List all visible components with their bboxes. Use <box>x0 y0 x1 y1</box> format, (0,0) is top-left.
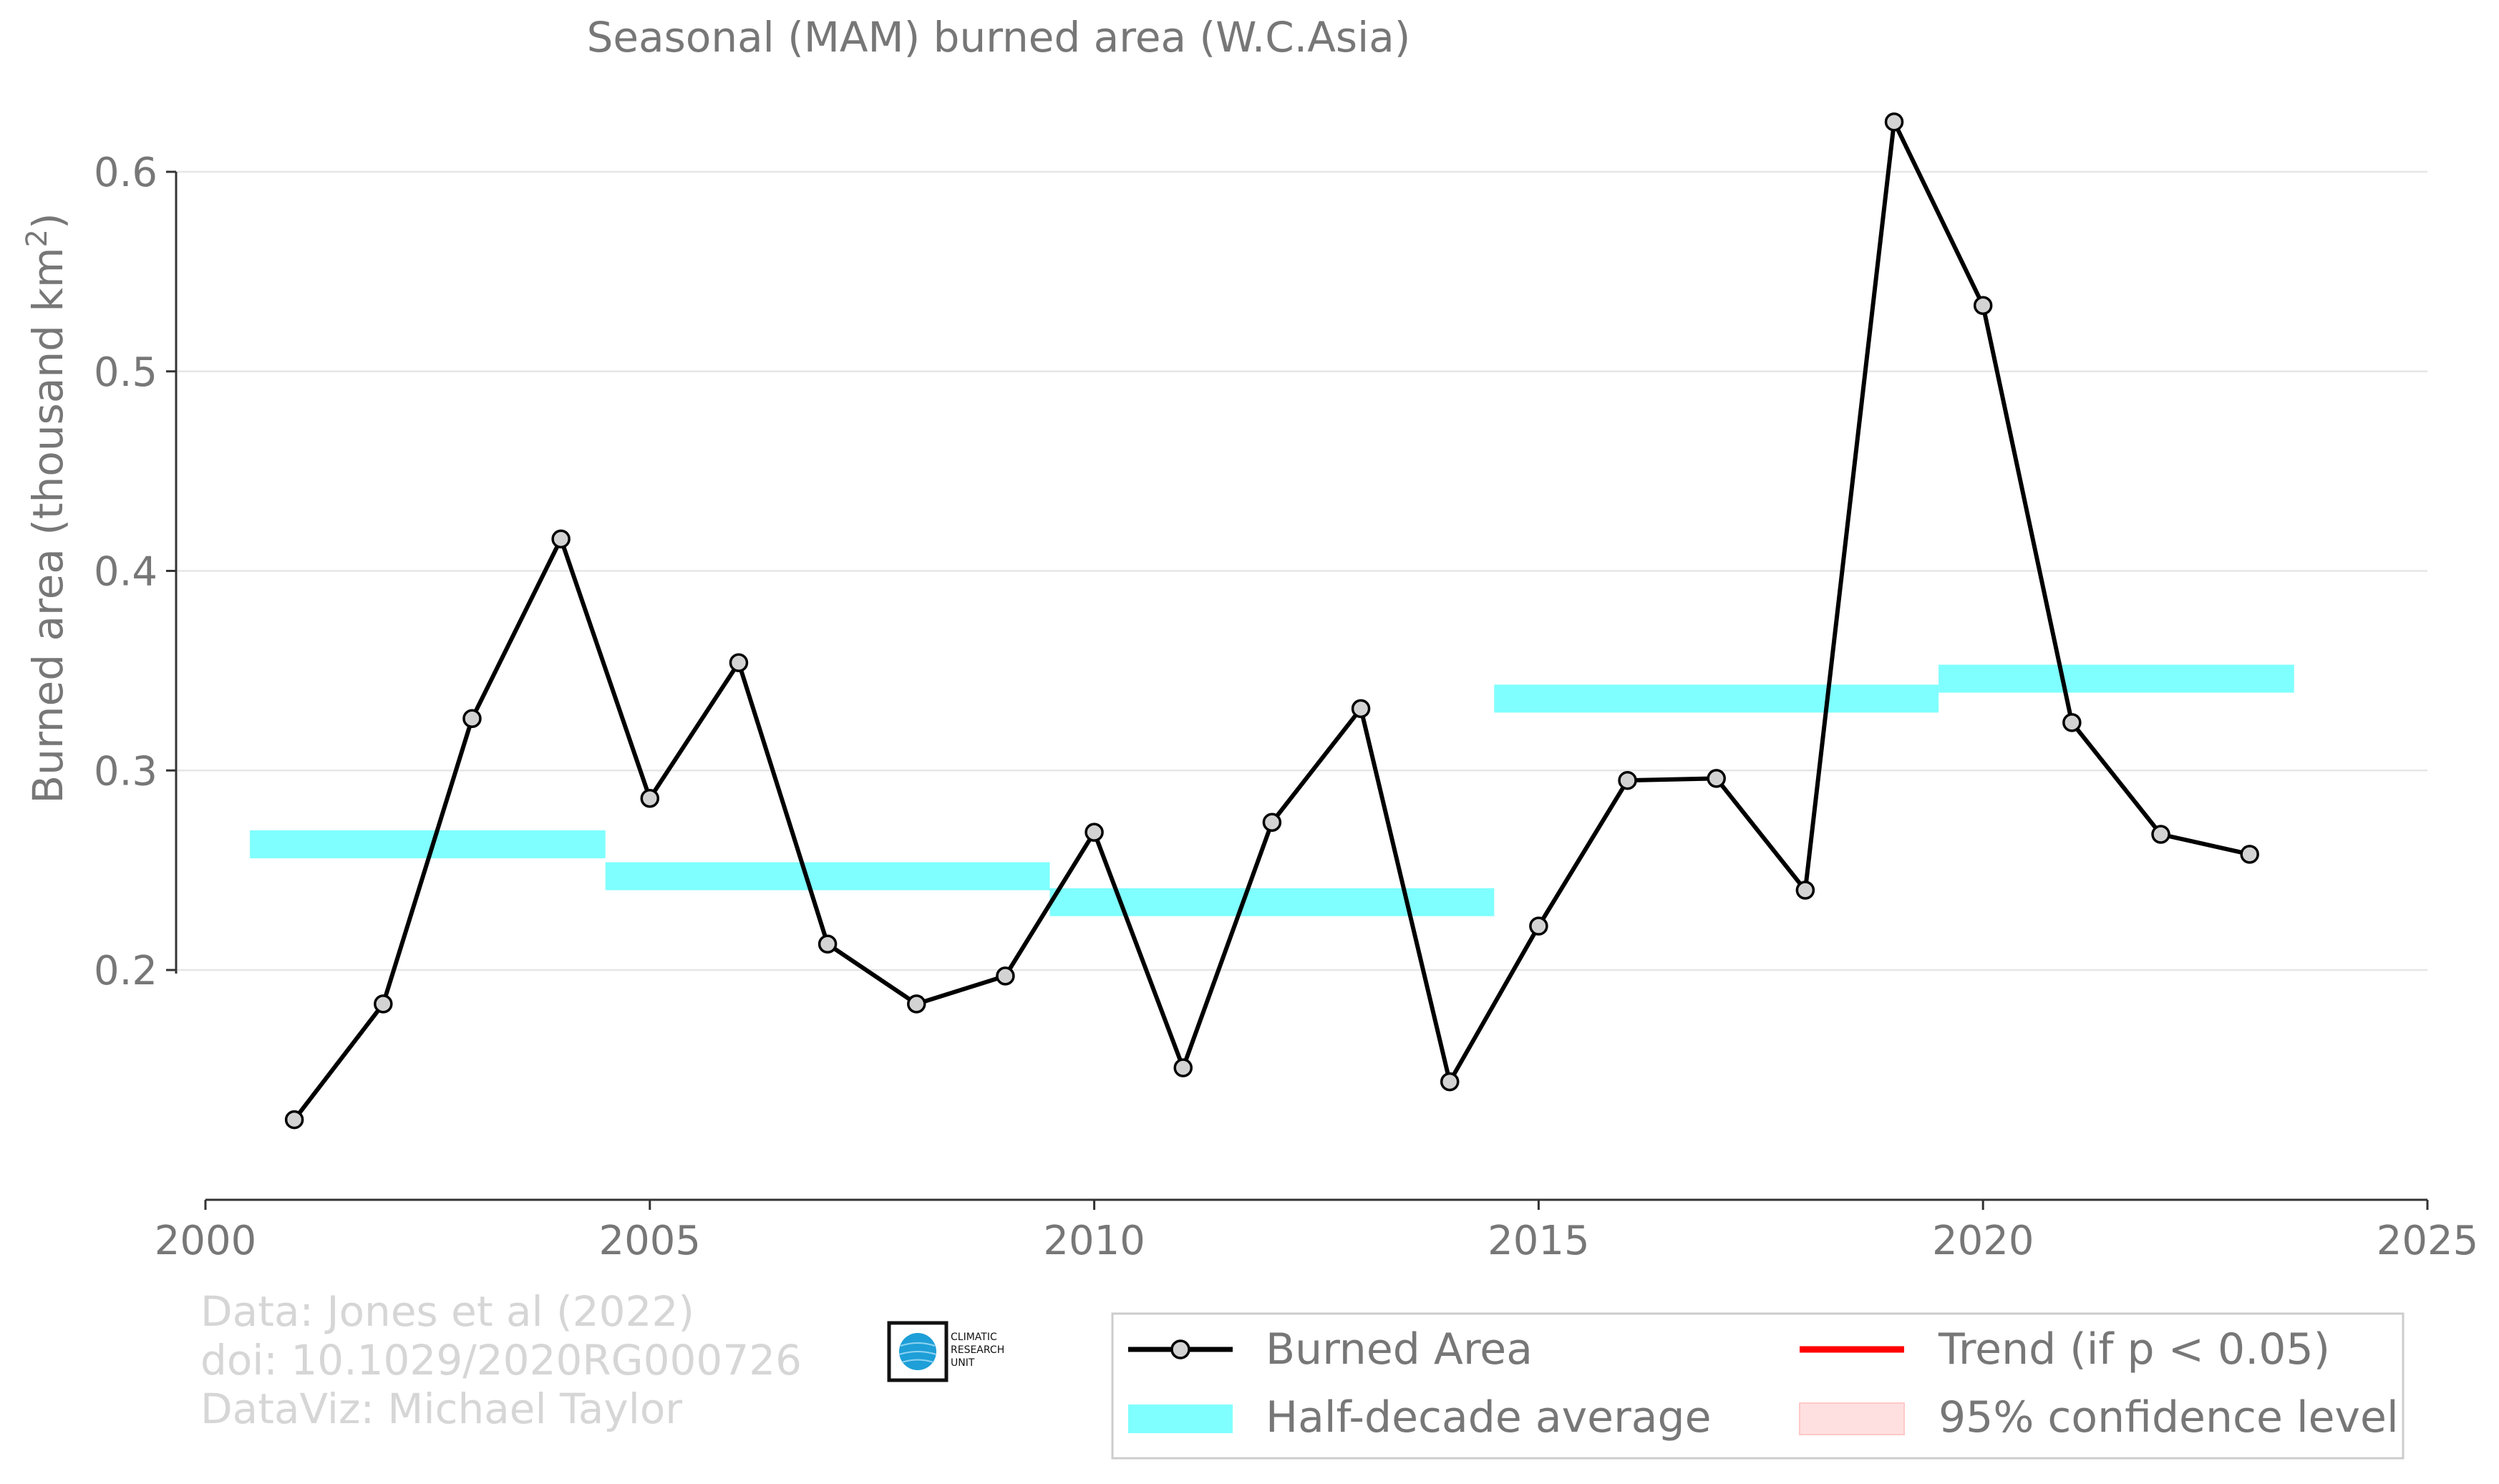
half-decade-band <box>1938 664 2294 693</box>
burned-area-point <box>907 994 926 1014</box>
half-decade-band <box>250 830 606 858</box>
y-tick-label: 0.6 <box>94 150 157 196</box>
y-ticks: 0.2 0.3 0.4 0.5 0.6 <box>94 150 176 994</box>
credits: Data: Jones et al (2022) doi: 10.1029/20… <box>200 1287 802 1433</box>
x-tick-label: 2020 <box>1932 1218 2034 1264</box>
cru-globe-lines <box>898 1342 937 1363</box>
half-decade-band <box>605 862 1050 891</box>
cru-logo-line3: UNIT <box>951 1357 975 1369</box>
x-tick-label: 2010 <box>1043 1218 1145 1264</box>
burned-area-point <box>1973 296 1993 316</box>
burned-area-point <box>1084 823 1104 842</box>
y-tick-label: 0.4 <box>94 549 157 596</box>
burned-area-point <box>817 934 838 954</box>
axes-layer <box>175 172 2427 1201</box>
burned-area-point <box>1884 112 1904 132</box>
y-tick-label: 0.2 <box>94 948 157 994</box>
x-tick-label: 2015 <box>1488 1218 1590 1264</box>
y-axis-label-main: Burned area (thousand km <box>24 248 72 804</box>
legend-burned-area-label: Burned Area <box>1266 1324 1533 1374</box>
cru-logo-line2: RESEARCH <box>951 1344 1004 1356</box>
chart-title: Seasonal (MAM) burned area (W.C.Asia) <box>587 13 1411 62</box>
y-axis-label-sup: 2 <box>21 229 54 247</box>
half-decade-bands <box>250 664 2294 916</box>
burned-area-point <box>1351 699 1371 719</box>
legend-half-decade-swatch <box>1128 1405 1233 1433</box>
burned-area-point <box>2151 825 2170 844</box>
cru-logo-line1: CLIMATIC <box>951 1332 997 1343</box>
burned-area-point <box>1173 1058 1193 1077</box>
burned-area-point <box>1529 916 1548 936</box>
legend-trend-label: Trend (if p < 0.05) <box>1938 1324 2330 1374</box>
burned-area-point <box>1262 813 1282 832</box>
x-tick-label: 2005 <box>599 1218 702 1264</box>
legend-confidence-swatch <box>1799 1402 1905 1435</box>
series-layer <box>284 112 2259 1130</box>
y-axis-label: Burned area (thousand km2) <box>21 213 72 803</box>
burned-area-point <box>1618 770 1637 790</box>
legend-frame <box>1111 1312 2405 1460</box>
y-axis-label-close: ) <box>24 213 72 229</box>
legend-half-decade-label: Half-decade average <box>1266 1392 1712 1442</box>
legend-burned-area-marker <box>1170 1339 1190 1359</box>
burned-area-point <box>374 994 393 1014</box>
burned-area-point <box>996 966 1015 986</box>
burned-area-point <box>1795 881 1815 900</box>
burned-area-point <box>2062 713 2082 732</box>
grid-layer <box>176 170 2427 971</box>
y-tick-label: 0.3 <box>94 748 157 795</box>
legend: Burned Area Trend (if p < 0.05) Half-dec… <box>1111 1312 2405 1460</box>
burned-area-point <box>462 709 482 729</box>
burned-area-point <box>2240 845 2259 864</box>
burned-area-point <box>1440 1072 1460 1092</box>
x-tick-label: 2000 <box>155 1218 257 1264</box>
burned-area-point <box>284 1110 304 1130</box>
burned-area-point <box>640 789 660 808</box>
credit-doi: doi: 10.1029/2020RG000726 <box>200 1336 802 1384</box>
burned-area-point <box>1707 769 1726 788</box>
cru-logo: CLIMATIC RESEARCH UNIT <box>887 1321 1004 1382</box>
burned-area-point <box>551 529 571 549</box>
x-ticks: 2000 2005 2010 2015 2020 2025 <box>155 1200 2479 1264</box>
credit-data: Data: Jones et al (2022) <box>200 1287 694 1336</box>
credit-dataviz: DataViz: Michael Taylor <box>200 1384 682 1433</box>
half-decade-band <box>1494 684 1939 713</box>
legend-confidence-label: 95% confidence level <box>1938 1392 2399 1442</box>
y-tick-label: 0.5 <box>94 349 157 396</box>
cru-logo-frame <box>887 1321 948 1382</box>
x-tick-label: 2025 <box>2377 1218 2479 1264</box>
burned-area-point <box>729 653 749 672</box>
